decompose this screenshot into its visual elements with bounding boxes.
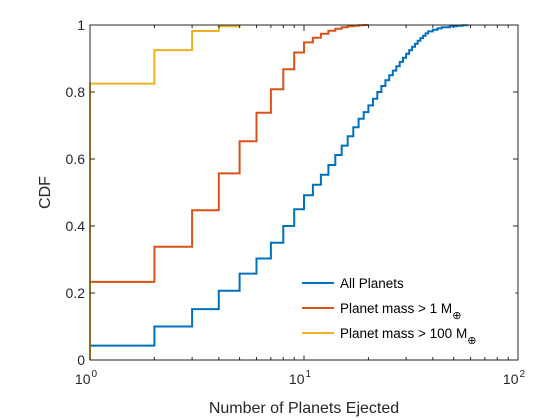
y-tick-label: 0 [77,352,85,368]
series-line-2 [89,24,369,360]
y-tick-label: 0.8 [66,84,86,100]
series-layer [89,24,469,360]
legend-label-1: All Planets [340,276,404,291]
y-tick-label: 1 [77,17,85,33]
y-tick-label: 0.2 [66,285,86,301]
x-tick-label: 102 [503,369,526,387]
x-axis-label: Number of Planets Ejected [209,400,399,417]
series-line-3 [89,25,241,360]
series-line-1 [89,24,469,360]
y-tick-label: 0.6 [66,151,86,167]
y-tick-label: 0.4 [66,218,86,234]
x-tick-label: 100 [75,369,98,387]
y-axis-label: CDF [37,176,54,209]
x-tick-label: 101 [289,369,312,387]
